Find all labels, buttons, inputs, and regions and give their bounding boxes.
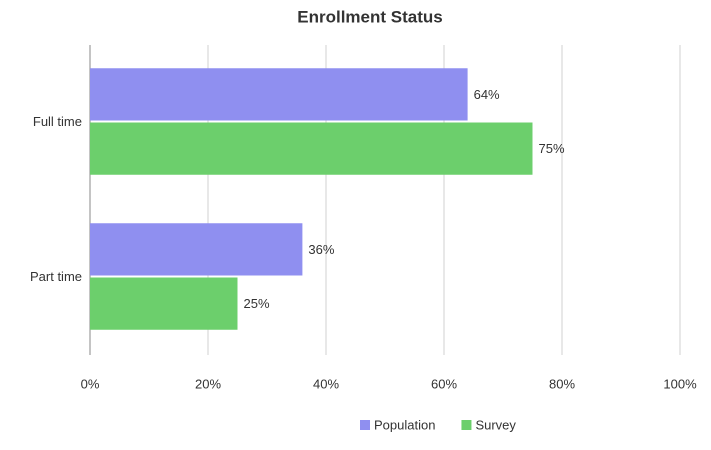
x-tick-label: 80% xyxy=(549,376,575,391)
legend-swatch xyxy=(360,420,370,430)
value-label: 75% xyxy=(539,141,565,156)
bar xyxy=(90,277,238,330)
value-label: 25% xyxy=(244,296,270,311)
bar xyxy=(90,223,303,276)
legend-swatch xyxy=(461,420,472,430)
chart-title: Enrollment Status xyxy=(297,7,442,26)
y-tick-label: Full time xyxy=(33,114,82,129)
legend-label: Survey xyxy=(475,417,516,432)
x-tick-label: 60% xyxy=(431,376,457,391)
x-tick-label: 0% xyxy=(81,376,100,391)
value-label: 36% xyxy=(308,242,334,257)
x-tick-label: 100% xyxy=(663,376,697,391)
value-label: 64% xyxy=(474,87,500,102)
bar xyxy=(90,68,468,121)
x-tick-label: 40% xyxy=(313,376,339,391)
legend-label: Population xyxy=(374,417,435,432)
y-tick-label: Part time xyxy=(30,269,82,284)
x-tick-label: 20% xyxy=(195,376,221,391)
bar xyxy=(90,122,533,175)
